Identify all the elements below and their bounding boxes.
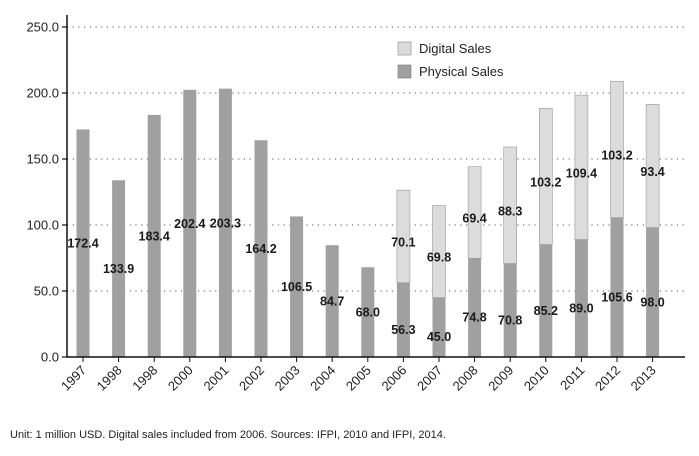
y-tick-label: 200.0 bbox=[26, 86, 59, 101]
stacked-bar-chart: 0.0 50.0 100.0 150.0 200.0 250.0 172.4 133.9 18… bbox=[26, 15, 685, 394]
data-label-physical: 85.2 bbox=[534, 304, 558, 318]
data-label-digital: 103.2 bbox=[601, 148, 632, 162]
x-tick-label: 2005 bbox=[343, 363, 374, 394]
x-tick-label: 2006 bbox=[378, 363, 409, 394]
bar-physical bbox=[503, 263, 517, 357]
data-label-physical: 70.8 bbox=[498, 313, 522, 327]
x-tick-label: 2013 bbox=[628, 363, 659, 394]
x-tick-label: 2011 bbox=[557, 363, 587, 393]
bar-physical bbox=[183, 89, 197, 357]
data-label-digital: 69.8 bbox=[427, 251, 451, 265]
data-label-physical: 45.0 bbox=[427, 330, 451, 344]
x-tick-label: 2004 bbox=[307, 363, 338, 394]
x-tick-label: 2012 bbox=[592, 363, 623, 394]
data-label-digital: 93.4 bbox=[640, 165, 664, 179]
x-tick-label: 2007 bbox=[414, 363, 445, 394]
legend-swatch-physical bbox=[397, 64, 412, 79]
bars bbox=[76, 81, 660, 358]
y-tick-label: 100.0 bbox=[26, 218, 59, 233]
data-label-physical: 202.4 bbox=[174, 217, 205, 231]
bar-digital bbox=[538, 108, 553, 245]
data-label-physical: 89.0 bbox=[569, 301, 593, 315]
data-label-physical: 98.0 bbox=[640, 295, 664, 309]
data-label-physical: 133.9 bbox=[103, 262, 134, 276]
data-label-physical: 68.0 bbox=[356, 306, 380, 320]
bar-digital bbox=[432, 205, 446, 298]
x-tick-label: 2000 bbox=[165, 363, 196, 394]
bar-digital bbox=[610, 81, 624, 218]
bar-physical bbox=[290, 216, 304, 357]
data-label-digital: 109.4 bbox=[566, 166, 597, 180]
data-label-physical: 172.4 bbox=[67, 237, 98, 251]
x-tick-label: 2003 bbox=[272, 363, 303, 394]
bar-physical bbox=[325, 245, 339, 357]
x-axis-ticks: 1997 1998 1998 2000 2001 2002 2003 2004 2005 2006… bbox=[58, 357, 659, 394]
x-tick-label: 2010 bbox=[521, 363, 552, 394]
y-tick-label: 150.0 bbox=[26, 152, 59, 167]
bar-physical bbox=[539, 244, 553, 357]
bar-digital bbox=[574, 94, 589, 240]
bar-digital bbox=[503, 146, 518, 264]
bar-physical bbox=[610, 217, 624, 357]
x-tick-label: 1997 bbox=[58, 363, 89, 394]
x-tick-label: 2008 bbox=[450, 363, 481, 394]
data-label-physical: 105.6 bbox=[601, 290, 632, 304]
x-tick-label: 2009 bbox=[485, 363, 516, 394]
bar-physical bbox=[218, 88, 232, 358]
legend-swatch-digital bbox=[397, 41, 412, 56]
data-label-physical: 84.7 bbox=[320, 295, 344, 309]
y-tick-label: 0.0 bbox=[41, 350, 59, 365]
data-label-digital: 88.3 bbox=[498, 204, 522, 218]
gridlines bbox=[67, 26, 685, 292]
data-label-digital: 69.4 bbox=[462, 211, 486, 225]
y-tick-label: 50.0 bbox=[34, 284, 59, 299]
bar-physical bbox=[147, 114, 161, 357]
x-tick-label: 1998 bbox=[94, 363, 125, 394]
bar-physical bbox=[574, 239, 588, 357]
bar-physical bbox=[112, 180, 126, 357]
footnote: Unit: 1 million USD. Digital sales inclu… bbox=[10, 429, 446, 441]
bar-physical bbox=[254, 140, 268, 357]
x-tick-label: 2001 bbox=[200, 363, 231, 394]
legend-label-physical: Physical Sales bbox=[419, 64, 504, 79]
bar-physical bbox=[468, 258, 482, 357]
data-label-physical: 106.5 bbox=[281, 280, 312, 294]
data-label-digital: 70.1 bbox=[391, 235, 415, 249]
data-label-physical: 183.4 bbox=[139, 229, 170, 243]
bar-physical bbox=[361, 267, 375, 357]
data-label-physical: 203.3 bbox=[210, 216, 241, 230]
bar-digital bbox=[396, 189, 411, 283]
legend: Digital Sales Physical Sales bbox=[397, 41, 504, 79]
bar-physical bbox=[432, 297, 446, 357]
bar-digital bbox=[645, 104, 660, 228]
y-tick-label: 250.0 bbox=[26, 20, 59, 35]
bar-physical bbox=[76, 129, 90, 357]
y-axis-ticks: 0.0 50.0 100.0 150.0 200.0 250.0 bbox=[26, 20, 67, 365]
data-label-digital: 103.2 bbox=[530, 175, 561, 189]
data-label-physical: 74.8 bbox=[462, 311, 486, 325]
x-tick-label: 1998 bbox=[129, 363, 160, 394]
data-labels: 172.4 133.9 183.4 202.4 203.3 164.2 106.5 84.7 6… bbox=[67, 148, 664, 344]
bar-physical bbox=[396, 282, 410, 357]
legend-label-digital: Digital Sales bbox=[419, 41, 492, 56]
data-label-physical: 164.2 bbox=[245, 242, 276, 256]
data-label-physical: 56.3 bbox=[391, 323, 415, 337]
bar-digital bbox=[467, 166, 482, 259]
bar-physical bbox=[646, 227, 660, 357]
x-tick-label: 2002 bbox=[236, 363, 267, 394]
